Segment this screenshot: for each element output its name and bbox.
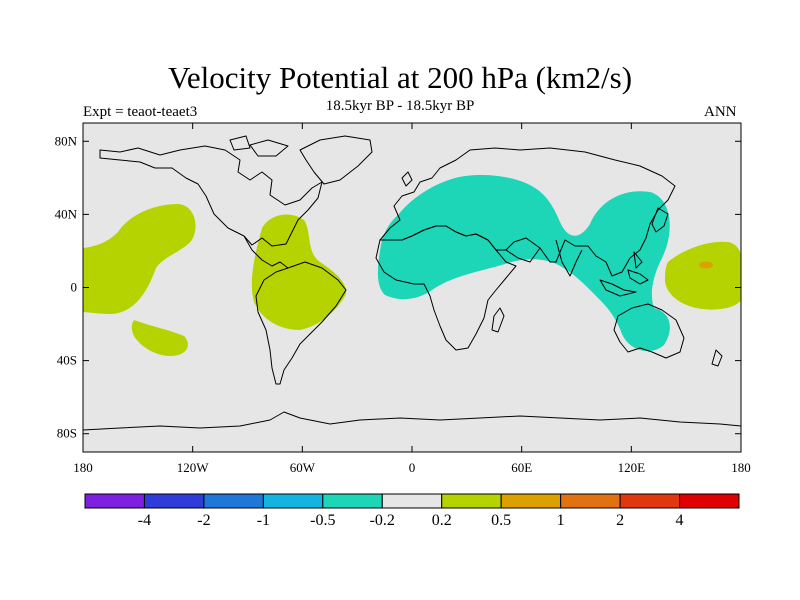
colorbar-swatch xyxy=(143,493,205,509)
arabia-coast xyxy=(505,247,541,263)
colorbar-swatch xyxy=(84,493,145,509)
colorbar-swatch xyxy=(441,493,502,509)
colorbar-swatch xyxy=(500,493,562,509)
south-america-coast xyxy=(255,261,347,385)
colorbar-label: -0.2 xyxy=(370,512,395,529)
western-pacific-positive-region xyxy=(664,241,741,310)
lat-tick-label: 40S xyxy=(57,353,77,368)
colorbar-label: 4 xyxy=(676,512,684,529)
lon-tick-label: 60W xyxy=(290,460,316,475)
colorbar-swatch xyxy=(322,493,383,509)
central-america-positive-region xyxy=(251,214,347,330)
colorbar-label: -1 xyxy=(257,512,270,529)
lon-tick-label: 180 xyxy=(73,460,93,475)
season-label: ANN xyxy=(704,104,737,120)
south-pacific-positive-region xyxy=(131,320,188,356)
north-america-coast xyxy=(99,145,323,247)
british-isles-coast xyxy=(401,171,413,187)
lat-tick-label: 80S xyxy=(57,426,77,441)
lat-tick-label: 40N xyxy=(55,206,78,221)
plot-subtitle: 18.5kyr BP - 18.5kyr BP xyxy=(325,98,475,114)
lon-tick-label: 120E xyxy=(618,460,646,475)
axis-ticks: 180 120W 60W 0 60E 120E 180 80N 40N 0 40S 80S xyxy=(55,123,751,475)
lat-tick-label: 0 xyxy=(71,280,78,295)
canadian-islands-coast xyxy=(229,135,289,157)
anomaly-fields xyxy=(83,175,741,356)
antarctica-coast xyxy=(83,411,741,431)
greenland-coast xyxy=(299,135,373,185)
new-zealand-coast xyxy=(711,349,723,367)
western-pacific-core-region xyxy=(699,261,713,269)
experiment-label: Expt = teaot-teaet3 xyxy=(83,104,198,120)
australia-coast xyxy=(613,303,685,359)
southeast-asia-islands-coast xyxy=(599,251,649,297)
colorbar-label: 2 xyxy=(616,512,624,529)
colorbar-label: 0.2 xyxy=(432,512,452,529)
india-coast xyxy=(555,239,583,277)
africa-coast xyxy=(375,225,517,351)
colorbar-swatch xyxy=(619,493,681,509)
colorbar-swatch xyxy=(560,493,621,509)
colorbar-swatch xyxy=(203,493,264,509)
plot-title: Velocity Potential at 200 hPa (km2/s) xyxy=(167,60,633,95)
central-america-coast xyxy=(243,235,289,269)
colorbar-swatch xyxy=(679,493,740,509)
madagascar-coast xyxy=(491,307,505,333)
colorbar-swatch xyxy=(262,493,324,509)
colorbar: -4 -2 -1 -0.5 -0.2 0.2 0.5 1 2 4 xyxy=(84,493,740,529)
lat-tick-label: 80N xyxy=(55,133,78,148)
lon-tick-label: 60E xyxy=(511,460,532,475)
colorbar-label: -4 xyxy=(138,512,151,529)
lon-tick-label: 180 xyxy=(731,460,751,475)
lon-tick-label: 0 xyxy=(409,460,416,475)
afro-eurasia-negative-region xyxy=(377,175,670,352)
colorbar-label: 1 xyxy=(557,512,565,529)
colorbar-label: -2 xyxy=(197,512,210,529)
lon-tick-label: 120W xyxy=(177,460,210,475)
coastlines xyxy=(83,135,741,431)
japan-coast xyxy=(651,207,669,233)
colorbar-label: -0.5 xyxy=(310,512,335,529)
north-pacific-positive-region xyxy=(83,204,196,314)
colorbar-swatch xyxy=(381,493,443,509)
colorbar-label: 0.5 xyxy=(491,512,511,529)
